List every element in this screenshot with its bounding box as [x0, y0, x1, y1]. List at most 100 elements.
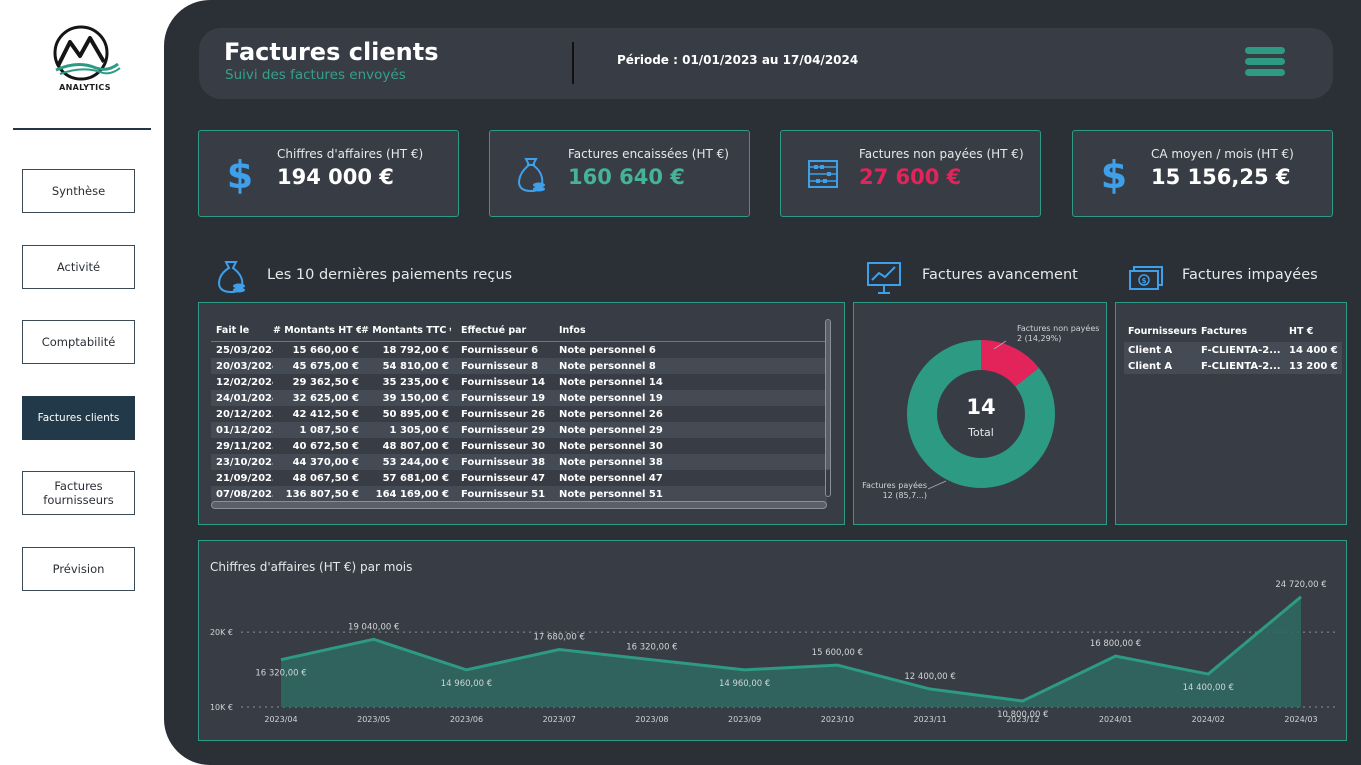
svg-text:$: $ [227, 153, 253, 195]
chart-title: Chiffres d'affaires (HT €) par mois [210, 560, 412, 574]
vertical-scrollbar[interactable] [825, 319, 831, 497]
x-tick-label: 2023/06 [450, 715, 483, 724]
donut-slice-unpaid[interactable] [981, 340, 1039, 387]
table-row[interactable]: 20/03/2024 45 675,00 € 54 810,00 € Fourniss… [211, 358, 827, 374]
table-header: Fournisseurs Factures HT € [1124, 320, 1342, 342]
column-header-by[interactable]: Effectué par [461, 325, 527, 336]
data-label: 17 680,00 € [533, 633, 584, 643]
main-panel: Factures clients Suivi des factures envo… [164, 0, 1361, 765]
column-header-invoices[interactable]: Factures [1201, 325, 1248, 337]
data-label: 12 400,00 € [904, 672, 955, 682]
column-header-ttc[interactable]: # Montants TTC € [361, 325, 451, 336]
page-title: Factures clients [224, 38, 439, 66]
table-cell: 35 235,00 € [382, 376, 449, 388]
x-tick-label: 2023/08 [635, 715, 668, 724]
table-cell: Note personnel 47 [559, 472, 663, 484]
table-cell: Fournisseur 29 [461, 424, 546, 436]
table-cell: Note personnel 26 [559, 408, 663, 420]
area-fill [281, 596, 1301, 707]
revenue-chart-panel: Chiffres d'affaires (HT €) par mois 10K … [198, 540, 1347, 741]
sidebar: ANALYTICS Synthèse Activité Comptabilité… [0, 0, 165, 765]
table-cell: 12/02/2024 [216, 376, 273, 388]
data-label: 19 040,00 € [348, 622, 399, 632]
column-header-ht[interactable]: HT € [1289, 325, 1314, 337]
donut-chart: 14 Total Factures non payées 2 (14,29%) … [862, 323, 1099, 500]
table-cell: Fournisseur 30 [461, 440, 546, 452]
table-row[interactable]: 07/08/2023 136 807,50 € 164 169,00 € Fourni… [211, 486, 827, 502]
unpaid-panel: Fournisseurs Factures HT € Client A F-CLI… [1115, 302, 1347, 525]
table-row[interactable]: 29/11/2023 40 672,50 € 48 807,00 € Fourniss… [211, 438, 827, 454]
table-row[interactable]: 24/01/2024 32 625,00 € 39 150,00 € Fourniss… [211, 390, 827, 406]
donut-slice-paid[interactable] [907, 340, 1055, 488]
table-row[interactable]: 23/10/2023 44 370,00 € 53 244,00 € Fourniss… [211, 454, 827, 470]
slice-value-paid: 12 (85,7...) [883, 491, 927, 500]
table-cell: 25/03/2024 [216, 344, 273, 356]
data-label: 24 720,00 € [1275, 580, 1326, 590]
company-logo[interactable]: ANALYTICS [48, 24, 122, 96]
donut-total-label: Total [967, 426, 994, 439]
presentation-chart-icon [867, 262, 901, 294]
kpi-label: CA moyen / mois (HT €) [1151, 147, 1294, 161]
kpi-label: Factures encaissées (HT €) [568, 147, 729, 161]
table-cell: Client A [1128, 344, 1173, 356]
x-tick-label: 2023/04 [264, 715, 297, 724]
table-cell: F-CLIENTA-2... [1201, 344, 1281, 356]
svg-text:$: $ [1142, 277, 1147, 285]
revenue-area-chart: Chiffres d'affaires (HT €) par mois 10K … [210, 560, 1339, 724]
x-tick-label: 2024/03 [1284, 715, 1317, 724]
column-header-infos[interactable]: Infos [559, 325, 586, 336]
table-row[interactable]: Client A F-CLIENTA-2... 14 400 € [1124, 342, 1342, 358]
nav-comptabilite-button[interactable]: Comptabilité [22, 320, 135, 364]
logo-text: ANALYTICS [59, 83, 111, 92]
nav-prevision-button[interactable]: Prévision [22, 547, 135, 591]
table-cell: 07/08/2023 [216, 488, 273, 500]
table-cell: Fournisseur 8 [461, 360, 539, 372]
table-row[interactable]: 21/09/2023 48 067,50 € 57 681,00 € Fourniss… [211, 470, 827, 486]
nav-factures-clients-button[interactable]: Factures clients [22, 396, 135, 440]
table-cell: Client A [1128, 360, 1173, 372]
series-line[interactable] [280, 595, 1302, 703]
column-header-ht[interactable]: # Montants HT € [273, 325, 361, 336]
table-cell: 53 244,00 € [382, 456, 449, 468]
abacus-icon [808, 160, 838, 188]
table-cell: F-CLIENTA-2... [1201, 360, 1281, 372]
table-row[interactable]: 01/12/2023 1 087,50 € 1 305,00 € Fournisseu… [211, 422, 827, 438]
data-label: 16 320,00 € [255, 669, 306, 679]
table-row[interactable]: 12/02/2024 29 362,50 € 35 235,00 € Fourniss… [211, 374, 827, 390]
data-label: 14 960,00 € [441, 679, 492, 689]
table-cell: 48 807,00 € [382, 440, 449, 452]
table-cell: 39 150,00 € [382, 392, 449, 404]
page-subtitle: Suivi des factures envoyés [225, 67, 406, 83]
kpi-label: Chiffres d'affaires (HT €) [277, 147, 424, 161]
table-cell: Note personnel 51 [559, 488, 663, 500]
x-tick-label: 2024/02 [1192, 715, 1225, 724]
column-header-date[interactable]: Fait le [216, 325, 250, 336]
hamburger-menu-icon[interactable] [1245, 47, 1285, 79]
table-cell: 40 672,50 € [292, 440, 359, 452]
data-label: 16 320,00 € [626, 643, 677, 653]
table-header: Fait le # Montants HT € # Montants TTC €… [211, 320, 827, 342]
nav-activite-button[interactable]: Activité [22, 245, 135, 289]
table-cell: 20/12/2023 [216, 408, 273, 420]
nav-synthese-button[interactable]: Synthèse [22, 169, 135, 213]
nav-factures-fournisseurs-button[interactable]: Factures fournisseurs [22, 471, 135, 515]
table-row[interactable]: 25/03/2024 15 660,00 € 18 792,00 € Fourniss… [211, 342, 827, 358]
horizontal-scrollbar[interactable] [211, 501, 827, 509]
kpi-card-unpaid: Factures non payées (HT €) 27 600 € [780, 130, 1041, 217]
column-header-suppliers[interactable]: Fournisseurs [1128, 325, 1197, 337]
x-tick-label: 2023/12 [1006, 715, 1039, 724]
table-cell: Note personnel 8 [559, 360, 656, 372]
table-cell: Note personnel 6 [559, 344, 656, 356]
table-row[interactable]: 20/12/2023 42 412,50 € 50 895,00 € Fourniss… [211, 406, 827, 422]
table-cell: Fournisseur 47 [461, 472, 546, 484]
scrollbar-thumb[interactable] [826, 320, 830, 470]
kpi-value: 27 600 € [859, 165, 962, 189]
table-row[interactable]: Client A F-CLIENTA-2... 13 200 € [1124, 358, 1342, 374]
table-body: Client A F-CLIENTA-2... 14 400 € Client A F-… [1124, 342, 1342, 374]
table-cell: Fournisseur 51 [461, 488, 546, 500]
x-tick-label: 2023/11 [913, 715, 946, 724]
table-cell: 20/03/2024 [216, 360, 273, 372]
leader-line-unpaid [993, 340, 1007, 350]
progress-panel: 14 Total Factures non payées 2 (14,29%) … [853, 302, 1107, 525]
table-cell: 136 807,50 € [285, 488, 359, 500]
